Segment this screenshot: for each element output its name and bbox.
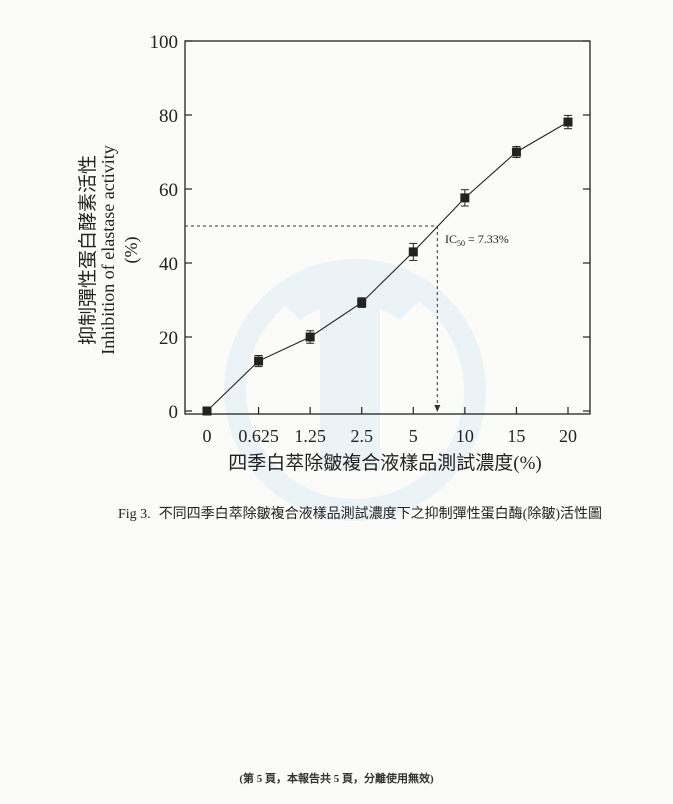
data-point <box>357 298 367 308</box>
data-point <box>460 193 470 203</box>
data-point <box>408 247 418 257</box>
series-line <box>206 121 569 412</box>
y-axis-title: 抑制彈性蛋白酵素活性 Inhibition of elastase activi… <box>77 145 142 354</box>
x-tick-label: 1.25 <box>294 426 326 446</box>
figure-caption-text: 不同四季白萃除皺複合液樣品測試濃度下之抑制彈性蛋白酶(除皺)活性圖 <box>158 507 603 522</box>
x-tick-label: 10 <box>456 426 474 446</box>
watermark-seal <box>224 259 486 521</box>
ic50-arrowhead <box>434 405 441 412</box>
data-point <box>305 332 315 342</box>
y-axis-title-unit: (%) <box>121 237 142 264</box>
data-point <box>563 117 573 127</box>
y-tick-label: 60 <box>159 180 178 201</box>
y-axis-title-zh: 抑制彈性蛋白酵素活性 <box>77 155 99 345</box>
x-tick-label: 2.5 <box>350 426 373 446</box>
y-axis-ticks: 0 20 40 60 80 100 <box>150 32 590 423</box>
ic50-annotation: IC50 = 7.33% <box>445 232 509 248</box>
y-tick-label: 100 <box>150 32 179 53</box>
x-axis-title: 四季白萃除皺複合液樣品測試濃度(%) <box>228 452 541 474</box>
x-axis-ticks: 0 0.625 1.25 2.5 5 10 15 20 <box>203 407 577 446</box>
plot-frame <box>184 40 591 415</box>
page-footer: (第 5 頁，本報告共 5 頁，分離使用無效) <box>239 773 434 785</box>
x-tick-label: 15 <box>507 426 525 446</box>
y-tick-label: 20 <box>159 328 178 349</box>
figure-number: Fig 3. <box>118 507 151 522</box>
ic50-prefix: IC <box>445 232 457 246</box>
ic50-suffix: = 7.33% <box>465 232 509 246</box>
ic50-subscript: 50 <box>457 239 465 248</box>
data-point <box>511 147 521 157</box>
watermark-pillar <box>320 300 380 470</box>
x-tick-label: 0 <box>203 426 212 446</box>
figure-caption: Fig 3. 不同四季白萃除皺複合液樣品測試濃度下之抑制彈性蛋白酶(除皺)活性圖 <box>118 503 602 523</box>
watermark-crown <box>280 275 420 320</box>
series-layer <box>202 114 573 416</box>
y-tick-label: 80 <box>159 106 178 127</box>
y-tick-label: 40 <box>159 254 178 275</box>
x-tick-label: 0.625 <box>238 426 279 446</box>
y-axis-title-en: Inhibition of elastase activity <box>98 145 118 354</box>
x-tick-label: 5 <box>409 426 418 446</box>
watermark-ring <box>224 259 486 521</box>
data-point <box>254 356 264 366</box>
elastase-inhibition-chart: 0 20 40 60 80 100 0 0.625 1.25 2.5 5 10 15 20 IC50 =… <box>77 32 591 521</box>
y-tick-label: 0 <box>169 402 179 423</box>
data-point <box>202 406 212 416</box>
ic50-guide-lines <box>185 225 441 412</box>
x-tick-label: 20 <box>559 426 577 446</box>
